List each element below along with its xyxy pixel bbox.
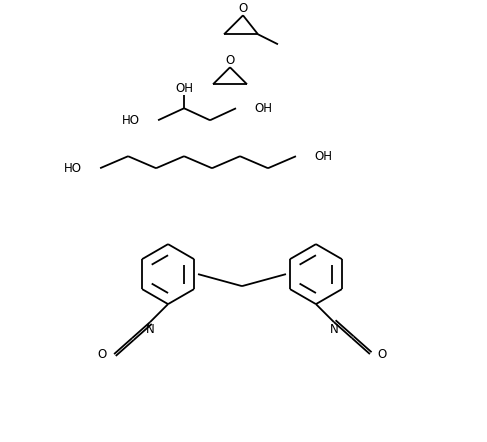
Text: N: N <box>146 323 154 335</box>
Text: N: N <box>330 323 338 335</box>
Text: OH: OH <box>175 82 193 95</box>
Text: O: O <box>98 347 107 361</box>
Text: HO: HO <box>64 162 82 175</box>
Text: O: O <box>238 2 247 15</box>
Text: O: O <box>225 54 235 67</box>
Text: OH: OH <box>254 102 272 115</box>
Text: HO: HO <box>122 114 140 127</box>
Text: O: O <box>377 347 386 361</box>
Text: OH: OH <box>314 150 332 163</box>
